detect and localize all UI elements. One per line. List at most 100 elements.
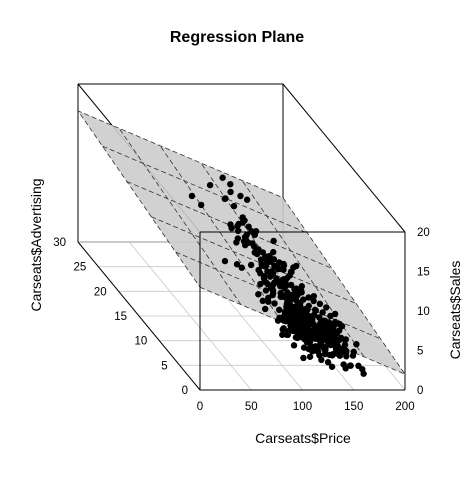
data-point [276,265,284,273]
data-point [287,268,295,276]
data-point [300,296,307,303]
data-point [275,306,283,314]
data-point [238,264,246,271]
data-point [267,273,274,280]
data-point [310,292,318,300]
data-point [288,305,295,312]
data-point [264,268,271,275]
data-point [341,336,348,343]
z-tick-label: 5 [417,346,423,358]
data-point [269,291,276,299]
data-point [353,341,360,348]
data-point [267,284,275,292]
y-tick-label: 0 [182,385,188,397]
data-point [292,288,299,296]
data-point [276,314,283,321]
y-tick-label: 15 [114,311,127,323]
data-point [323,304,330,311]
data-point [290,342,298,349]
data-point [255,266,262,274]
data-point [257,280,264,288]
y-tick-label: 10 [135,336,148,348]
data-point [247,261,255,269]
data-point [343,353,350,360]
data-point [342,347,349,354]
data-point [270,248,277,256]
data-point [237,192,244,200]
box-edge [77,241,201,391]
data-point [334,337,341,345]
data-point [327,339,334,346]
data-point [188,192,196,200]
data-point [311,324,318,331]
data-point [287,295,295,302]
data-point [301,306,309,314]
data-point [221,257,229,265]
data-point [294,301,301,309]
plane-dashed-line [126,181,332,269]
data-point [336,320,343,328]
data-point [262,262,270,270]
data-point [298,283,305,290]
y-tick-label: 20 [94,286,107,298]
x-tick-label: 150 [344,401,363,413]
data-point [267,256,274,263]
data-point [295,307,303,315]
z-tick-label: 20 [417,227,430,239]
data-point [347,362,354,369]
data-point [329,334,336,341]
data-point [227,180,234,188]
data-point [262,287,270,294]
data-point [287,315,294,322]
data-point [241,217,248,224]
data-point [271,300,278,307]
x-tick-label: 100 [293,401,312,413]
data-point [257,256,265,263]
data-point [262,279,270,286]
x-tick-label: 0 [197,401,203,413]
data-point [279,326,286,333]
data-point [293,262,300,270]
data-point [279,331,286,338]
data-point [255,291,262,298]
data-point [318,356,325,364]
box-front-edges [77,231,406,391]
data-point [299,327,306,335]
plane-dashed-line [102,145,308,234]
chart-title: Regression Plane [170,29,304,46]
data-point [234,227,242,235]
data-point [265,298,272,305]
data-point [310,297,317,305]
data-point [230,202,238,210]
y-axis-label: Carseats$Advertising [28,178,44,311]
y-tick-label: 25 [74,262,87,274]
data-point [219,174,226,181]
data-point [299,312,306,320]
data-point [206,181,214,189]
data-point [280,276,287,283]
data-point [311,306,319,314]
x-axis-label: Carseats$Price [255,430,351,446]
data-point [355,362,362,370]
data-point [319,309,326,316]
data-point [322,334,329,341]
data-point [228,224,235,232]
data-point [243,196,251,203]
data-point [234,235,242,242]
data-point [300,354,307,362]
data-point [309,347,316,355]
z-tick-label: 0 [417,385,423,397]
data-point [328,363,336,370]
data-point [293,296,300,304]
data-point [279,292,287,300]
data-point [284,289,291,296]
data-points [188,174,367,377]
data-point [306,353,314,360]
data-point [317,339,324,346]
x-tick-label: 50 [245,401,258,413]
data-point [233,261,241,268]
plane-dashed-line [118,128,242,305]
data-point [243,231,250,239]
data-point [262,305,269,313]
